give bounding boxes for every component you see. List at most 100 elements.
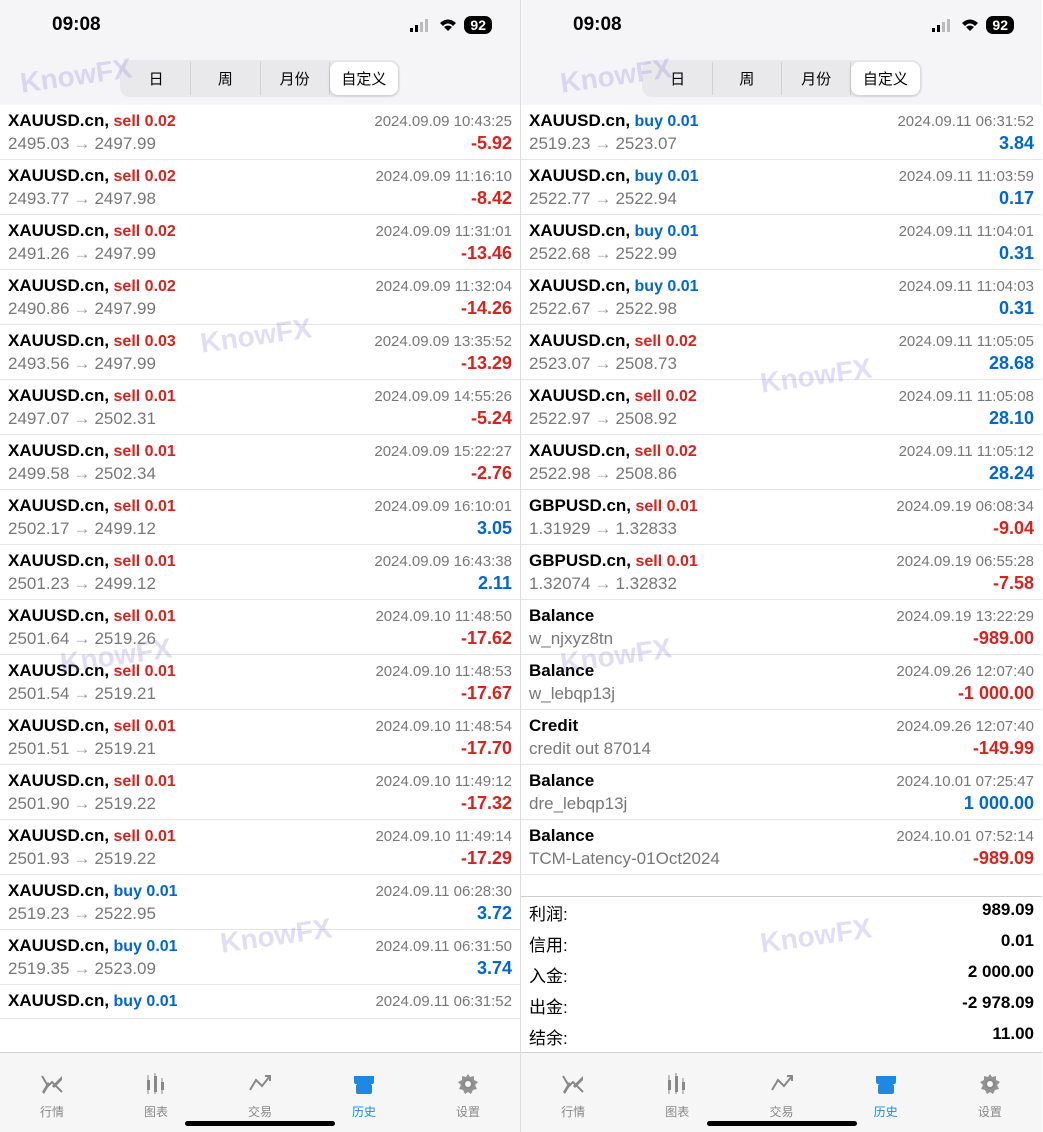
- trade-side: sell 0.02: [114, 168, 176, 185]
- trade-row[interactable]: XAUUSD.cn, sell 0.01 2024.09.10 11:48:53…: [0, 655, 520, 710]
- trade-row[interactable]: XAUUSD.cn, sell 0.02 2024.09.11 11:05:05…: [521, 325, 1042, 380]
- balance-row[interactable]: Balance 2024.10.01 07:25:47 dre_lebqp13j…: [521, 765, 1042, 820]
- trade-row[interactable]: XAUUSD.cn, buy 0.01 2024.09.11 11:04:03 …: [521, 270, 1042, 325]
- trade-row[interactable]: XAUUSD.cn, sell 0.01 2024.09.09 16:43:38…: [0, 545, 520, 600]
- trade-side: sell 0.02: [635, 443, 697, 460]
- trade-row[interactable]: XAUUSD.cn, sell 0.03 2024.09.09 13:35:52…: [0, 325, 520, 380]
- chart-icon: [142, 1072, 170, 1101]
- trade-side: sell 0.02: [635, 388, 697, 405]
- trade-side: sell 0.01: [114, 443, 176, 460]
- trade-row[interactable]: GBPUSD.cn, sell 0.01 2024.09.19 06:08:34…: [521, 490, 1042, 545]
- trade-prices: 1.31929→1.32833: [529, 519, 677, 539]
- trade-row[interactable]: XAUUSD.cn, sell 0.02 2024.09.11 11:05:12…: [521, 435, 1042, 490]
- tab-bar: 行情 图表 交易 历史 设置: [0, 1052, 520, 1132]
- seg-custom[interactable]: 自定义: [851, 62, 919, 95]
- trade-row[interactable]: XAUUSD.cn, sell 0.01 2024.09.10 11:48:54…: [0, 710, 520, 765]
- trade-row[interactable]: XAUUSD.cn, sell 0.01 2024.09.09 16:10:01…: [0, 490, 520, 545]
- trade-side: sell 0.03: [114, 333, 176, 350]
- trade-row[interactable]: XAUUSD.cn, sell 0.02 2024.09.11 11:05:08…: [521, 380, 1042, 435]
- trade-side: sell 0.01: [114, 828, 176, 845]
- battery-badge: 92: [986, 16, 1014, 34]
- seg-day[interactable]: 日: [122, 62, 191, 95]
- home-indicator[interactable]: [707, 1121, 857, 1126]
- op-label: Balance: [529, 606, 594, 626]
- trade-side: buy 0.01: [114, 938, 178, 955]
- trade-row[interactable]: XAUUSD.cn, sell 0.01 2024.09.10 11:48:50…: [0, 600, 520, 655]
- tab-label: 设置: [456, 1103, 480, 1120]
- trade-row[interactable]: XAUUSD.cn, sell 0.02 2024.09.09 10:43:25…: [0, 105, 520, 160]
- trade-symbol: XAUUSD.cn,: [8, 111, 109, 130]
- trade-row[interactable]: XAUUSD.cn, sell 0.01 2024.09.09 15:22:27…: [0, 435, 520, 490]
- trade-row[interactable]: XAUUSD.cn, sell 0.02 2024.09.09 11:31:01…: [0, 215, 520, 270]
- trade-row[interactable]: XAUUSD.cn, buy 0.01 2024.09.11 06:31:50 …: [0, 930, 520, 985]
- trade-timestamp: 2024.09.09 11:31:01: [375, 223, 512, 240]
- trade-timestamp: 2024.09.11 11:05:05: [899, 333, 1034, 350]
- home-indicator[interactable]: [185, 1121, 335, 1126]
- trade-timestamp: 2024.09.11 06:31:52: [375, 993, 512, 1010]
- op-amount: -989.09: [973, 848, 1034, 869]
- summary-panel: 利润: 989.09 信用: 0.01 入金: 2 000.00 出金: -2 …: [521, 896, 1042, 1052]
- status-icons: 92: [410, 16, 492, 34]
- seg-month[interactable]: 月份: [261, 62, 330, 95]
- seg-week[interactable]: 周: [191, 62, 260, 95]
- battery-badge: 92: [464, 16, 492, 34]
- seg-month[interactable]: 月份: [782, 62, 851, 95]
- tab-quotes[interactable]: 行情: [521, 1053, 625, 1132]
- trade-timestamp: 2024.09.11 11:04:03: [899, 278, 1034, 295]
- trade-symbol: GBPUSD.cn,: [529, 496, 631, 515]
- trade-symbol: XAUUSD.cn,: [8, 716, 109, 735]
- history-list-right[interactable]: XAUUSD.cn, buy 0.01 2024.09.11 06:31:52 …: [521, 105, 1042, 896]
- trade-row[interactable]: XAUUSD.cn, buy 0.01 2024.09.11 06:31:52: [0, 985, 520, 1019]
- trade-symbol: XAUUSD.cn,: [8, 496, 109, 515]
- trade-row[interactable]: XAUUSD.cn, buy 0.01 2024.09.11 11:03:59 …: [521, 160, 1042, 215]
- tab-label: 历史: [874, 1103, 898, 1120]
- trade-timestamp: 2024.09.10 11:49:14: [375, 828, 512, 845]
- trade-timestamp: 2024.09.09 11:16:10: [375, 168, 512, 185]
- trade-timestamp: 2024.09.10 11:48:50: [375, 608, 512, 625]
- trade-symbol: XAUUSD.cn,: [8, 166, 109, 185]
- summary-value: 989.09: [982, 900, 1034, 925]
- summary-key: 信用:: [529, 931, 568, 956]
- trade-row[interactable]: XAUUSD.cn, sell 0.02 2024.09.09 11:16:10…: [0, 160, 520, 215]
- trade-timestamp: 2024.09.10 11:49:12: [375, 773, 512, 790]
- trade-row[interactable]: XAUUSD.cn, sell 0.01 2024.09.10 11:49:14…: [0, 820, 520, 875]
- trade-prices: 2497.07→2502.31: [8, 409, 156, 429]
- segmented-control[interactable]: 日 周 月份 自定义: [642, 60, 922, 97]
- trade-profit: -9.04: [993, 518, 1034, 539]
- trade-symbol: XAUUSD.cn,: [8, 771, 109, 790]
- seg-week[interactable]: 周: [713, 62, 782, 95]
- trade-side: buy 0.01: [114, 993, 178, 1010]
- op-amount: -1 000.00: [958, 683, 1034, 704]
- trade-row[interactable]: XAUUSD.cn, sell 0.01 2024.09.10 11:49:12…: [0, 765, 520, 820]
- trade-symbol: XAUUSD.cn,: [8, 441, 109, 460]
- tab-settings[interactable]: 设置: [938, 1053, 1042, 1132]
- trade-profit: 28.68: [989, 353, 1034, 374]
- trade-timestamp: 2024.09.11 06:31:52: [897, 113, 1034, 130]
- trade-row[interactable]: XAUUSD.cn, buy 0.01 2024.09.11 06:31:52 …: [521, 105, 1042, 160]
- balance-row[interactable]: Balance 2024.09.19 13:22:29 w_njxyz8tn -…: [521, 600, 1042, 655]
- balance-row[interactable]: Balance 2024.10.01 07:52:14 TCM-Latency-…: [521, 820, 1042, 875]
- tab-settings[interactable]: 设置: [416, 1053, 520, 1132]
- history-list-left[interactable]: XAUUSD.cn, sell 0.02 2024.09.09 10:43:25…: [0, 105, 520, 1052]
- summary-row: 利润: 989.09: [521, 897, 1042, 928]
- trade-profit: 3.84: [999, 133, 1034, 154]
- tab-label: 交易: [770, 1103, 794, 1120]
- trade-icon: [246, 1072, 274, 1101]
- trade-row[interactable]: XAUUSD.cn, buy 0.01 2024.09.11 11:04:01 …: [521, 215, 1042, 270]
- trade-row[interactable]: XAUUSD.cn, sell 0.02 2024.09.09 11:32:04…: [0, 270, 520, 325]
- trade-row[interactable]: GBPUSD.cn, sell 0.01 2024.09.19 06:55:28…: [521, 545, 1042, 600]
- trade-symbol: XAUUSD.cn,: [529, 276, 630, 295]
- settings-icon: [976, 1072, 1004, 1101]
- status-icons: 92: [932, 16, 1014, 34]
- balance-row[interactable]: Credit 2024.09.26 12:07:40 credit out 87…: [521, 710, 1042, 765]
- trade-row[interactable]: XAUUSD.cn, buy 0.01 2024.09.11 06:28:30 …: [0, 875, 520, 930]
- op-note: credit out 87014: [529, 739, 651, 759]
- seg-custom[interactable]: 自定义: [330, 62, 398, 95]
- trade-row[interactable]: XAUUSD.cn, sell 0.01 2024.09.09 14:55:26…: [0, 380, 520, 435]
- segmented-control[interactable]: 日 周 月份 自定义: [120, 60, 400, 97]
- balance-row[interactable]: Balance 2024.09.26 12:07:40 w_lebqp13j -…: [521, 655, 1042, 710]
- trade-prices: 2501.54→2519.21: [8, 684, 156, 704]
- seg-day[interactable]: 日: [644, 62, 713, 95]
- trade-profit: -17.62: [461, 628, 512, 649]
- tab-quotes[interactable]: 行情: [0, 1053, 104, 1132]
